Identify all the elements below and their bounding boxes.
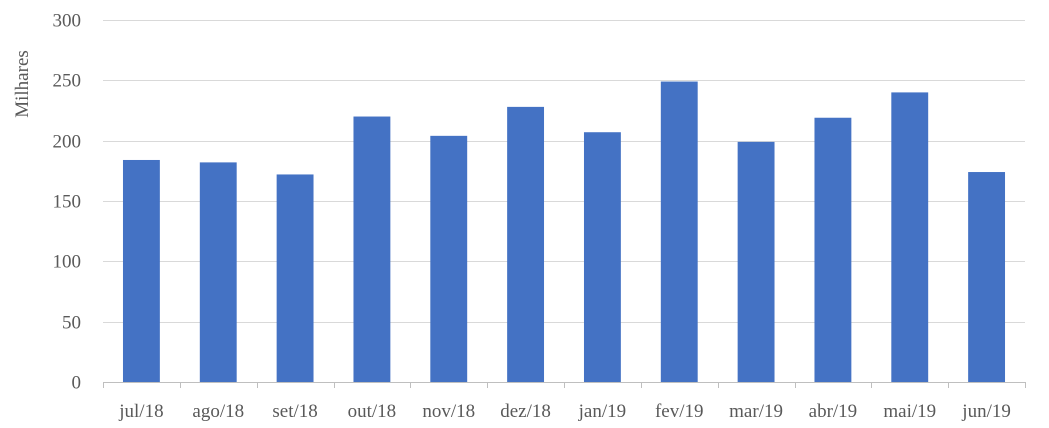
y-tick-label: 200 — [53, 132, 82, 153]
y-tick-label: 300 — [53, 11, 82, 32]
bar — [660, 81, 698, 382]
x-tick-label: jan/19 — [578, 401, 627, 422]
bar — [276, 174, 314, 382]
x-tick-label: jul/18 — [118, 401, 163, 422]
x-tick-label: out/18 — [348, 401, 397, 422]
x-tick-label: mar/19 — [729, 401, 783, 422]
x-tick-label: abr/19 — [809, 401, 858, 422]
bar — [737, 141, 775, 382]
y-tick-label: 0 — [72, 373, 82, 394]
bar — [968, 172, 1006, 382]
y-tick-label: 150 — [53, 192, 82, 213]
y-tick-labels: 0 50 100 150 200 250 300 — [53, 11, 82, 394]
x-tick-label: jun/19 — [961, 401, 1011, 422]
gridlines — [103, 20, 1025, 323]
y-tick-label: 50 — [62, 313, 81, 334]
bar — [199, 162, 237, 382]
bar — [814, 117, 852, 383]
bar — [583, 132, 621, 382]
bar — [122, 159, 160, 382]
x-tick-label: fev/19 — [655, 401, 704, 422]
x-tick-label: ago/18 — [192, 401, 244, 422]
x-tick-label: set/18 — [272, 401, 317, 422]
y-tick-label: 250 — [53, 71, 82, 92]
bar — [891, 92, 929, 383]
x-tick-label: nov/18 — [422, 401, 475, 422]
y-tick-label: 100 — [53, 252, 82, 273]
x-tick-label: mai/19 — [883, 401, 936, 422]
bars — [122, 81, 1006, 383]
bar — [507, 106, 545, 382]
x-tick-label: dez/18 — [500, 401, 551, 422]
bar — [353, 116, 391, 383]
bar — [430, 135, 468, 382]
y-axis-label: Milhares — [12, 50, 33, 118]
axes — [103, 382, 1026, 388]
x-tick-labels: jul/18 ago/18 set/18 out/18 nov/18 dez/18 jan/… — [118, 401, 1011, 422]
